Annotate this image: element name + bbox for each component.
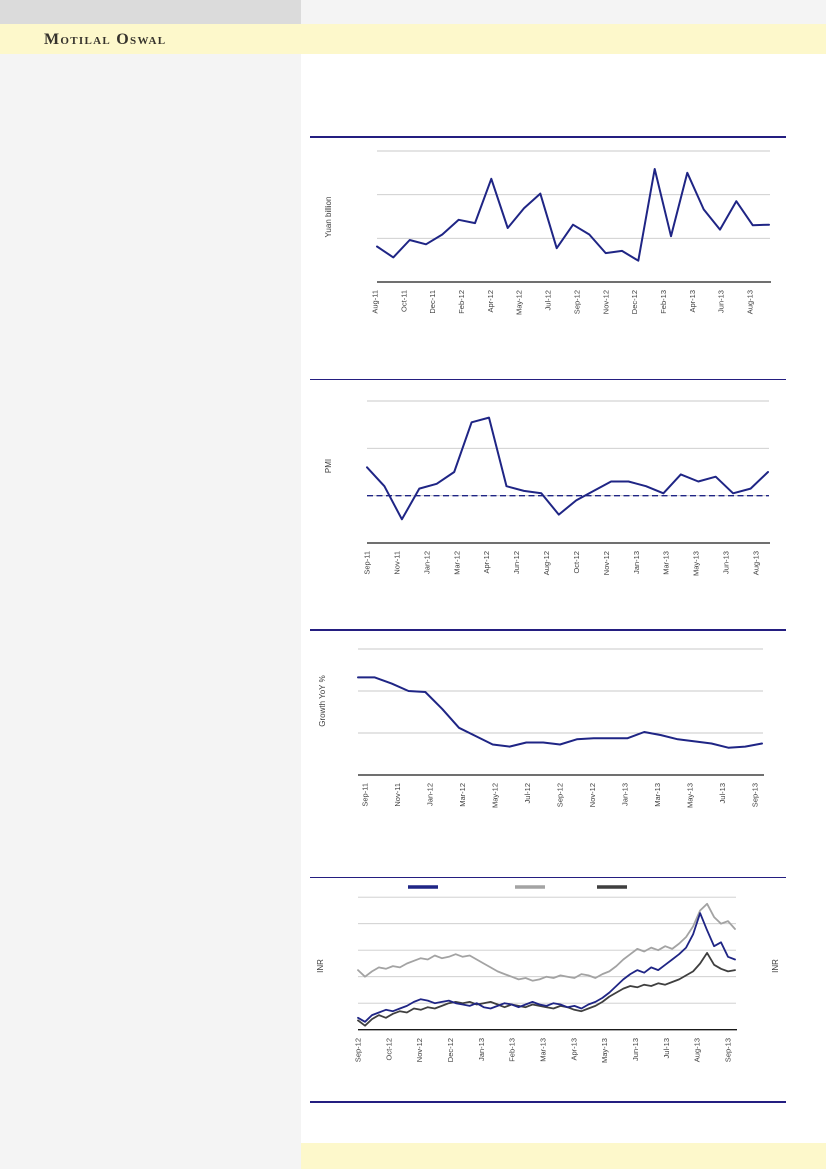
x-tick-label: Aug-13 (746, 290, 755, 314)
section-divider-2 (310, 378, 786, 381)
x-tick-label: Apr-12 (482, 551, 491, 574)
x-tick-label: Dec-11 (428, 290, 437, 314)
x-tick-label: Jul-13 (718, 783, 727, 803)
y-axis-title: Growth YoY % (318, 675, 327, 726)
y-axis-title: PMI (324, 459, 333, 473)
series_grey-line (357, 902, 736, 982)
x-tick-label: May-13 (692, 551, 701, 576)
y-axis-title-right: INR (771, 959, 780, 973)
x-tick-label: Feb-13 (659, 290, 668, 314)
x-tick-label: Mar-13 (653, 783, 662, 807)
chart-growth-yoy: Sep-11 Nov-11 Jan-12 Mar-12 May-12 Jul-12 Sep-… (318, 648, 764, 808)
x-tick-label: Jan-13 (477, 1038, 486, 1061)
x-tick-label: Sep-12 (572, 290, 581, 314)
x-tick-label: May-12 (491, 783, 500, 808)
x-tick-label: Feb-12 (457, 290, 466, 314)
section-divider-1 (310, 136, 786, 138)
x-tick-label: Oct-11 (399, 290, 408, 312)
x-tick-label: Nov-12 (415, 1038, 424, 1062)
brand-band: Motilal Oswal (0, 24, 826, 54)
x-tick-label: Aug-12 (542, 551, 551, 575)
x-tick-label: Jul-12 (544, 290, 553, 310)
x-tick-label: Nov-12 (602, 551, 611, 575)
x-tick-label: Jan-13 (632, 551, 641, 574)
x-tick-label: Jul-13 (662, 1038, 671, 1058)
x-tick-label: Sep-13 (751, 783, 760, 807)
x-tick-label: May-12 (515, 290, 524, 315)
x-tick-label: Aug-13 (693, 1038, 702, 1062)
x-tick-label: Nov-12 (588, 783, 597, 807)
x-tick-label: Nov-11 (393, 783, 402, 807)
x-tick-label: Jun-12 (512, 551, 521, 574)
x-tick-label: Mar-13 (539, 1038, 548, 1062)
y-axis-title: INR (316, 959, 325, 973)
x-tick-label: May-13 (600, 1038, 609, 1063)
x-tick-label: Jan-12 (422, 551, 431, 574)
x-tick-label: Sep-12 (556, 783, 565, 807)
x-tick-label: Jun-13 (717, 290, 726, 313)
x-tick-label: Jan-13 (621, 783, 630, 806)
x-tick-label: Sep-13 (724, 1038, 733, 1062)
x-tick-label: Dec-12 (630, 290, 639, 314)
series_navy-line (357, 912, 736, 1023)
x-tick-label: Apr-13 (688, 290, 697, 313)
chart-new-loans-yuan-billion: Aug-11 Oct-11 Dec-11 Feb-12 Apr-12 May-12 Jul-… (324, 150, 771, 315)
section-divider-4 (310, 876, 786, 879)
x-tick-label: Oct-12 (384, 1038, 393, 1061)
series-line (366, 416, 769, 521)
x-tick-label: Aug-13 (752, 551, 761, 575)
x-tick-label: Sep-11 (363, 551, 372, 575)
footer-band (301, 1143, 826, 1169)
x-tick-label: Jul-12 (523, 783, 532, 803)
series-line (357, 676, 763, 749)
section-divider-5 (310, 1101, 786, 1103)
x-tick-label: Jan-12 (426, 783, 435, 806)
x-tick-label: Sep-12 (354, 1038, 363, 1062)
x-tick-label: May-13 (686, 783, 695, 808)
x-tick-label: Aug-11 (371, 290, 380, 314)
top-right-strip (301, 0, 826, 24)
x-tick-label: Apr-12 (486, 290, 495, 313)
x-tick-label: Apr-13 (569, 1038, 578, 1061)
chart-pmi: Sep-11 Nov-11 Jan-12 Mar-12 Apr-12 Jun-12 Aug-… (324, 400, 770, 576)
x-tick-label: Mar-13 (662, 551, 671, 575)
chart-inr-currencies: Sep-12 Oct-12 Nov-12 Dec-12 Jan-13 Feb-13 Mar-… (316, 885, 780, 1063)
y-axis-title: Yuan billion (324, 197, 333, 238)
x-tick-label: Nov-12 (601, 290, 610, 314)
top-gray-bar (0, 0, 301, 24)
left-panel (0, 54, 301, 1169)
x-tick-label: Nov-11 (392, 551, 401, 575)
x-tick-label: Jun-13 (631, 1038, 640, 1061)
x-tick-label: Dec-12 (446, 1038, 455, 1062)
series-line (376, 168, 770, 262)
x-tick-label: Jun-13 (722, 551, 731, 574)
motilal-oswal-logo: Motilal Oswal (44, 31, 167, 48)
x-tick-label: Sep-11 (361, 783, 370, 807)
series_dark-line (357, 952, 736, 1027)
x-tick-label: Feb-13 (508, 1038, 517, 1062)
x-tick-label: Oct-12 (572, 551, 581, 574)
x-tick-label: Mar-12 (458, 783, 467, 807)
x-tick-label: Mar-12 (452, 551, 461, 575)
section-divider-3 (310, 629, 786, 631)
